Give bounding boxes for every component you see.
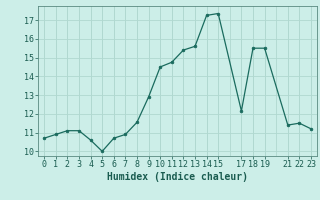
X-axis label: Humidex (Indice chaleur): Humidex (Indice chaleur): [107, 172, 248, 182]
